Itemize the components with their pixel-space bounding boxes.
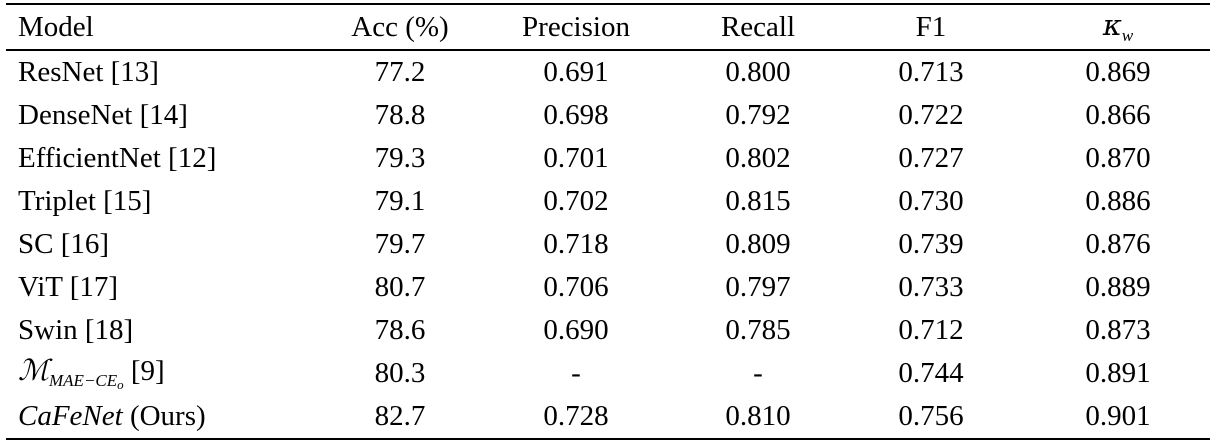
cell-acc: 78.8 <box>374 99 426 131</box>
cell-kappa: 0.901 <box>1085 400 1151 432</box>
cell-kappa: 0.886 <box>1085 185 1151 217</box>
table-row: ResNet [13] 77.2 0.691 0.800 0.713 0.869 <box>6 50 1210 94</box>
cell-precision: 0.702 <box>543 185 609 217</box>
table-row: ViT [17] 80.7 0.706 0.797 0.733 0.889 <box>6 266 1210 309</box>
header-recall: Recall <box>720 10 796 43</box>
cell-recall: 0.815 <box>725 185 791 217</box>
cell-acc: 80.3 <box>374 357 426 389</box>
cell-f1: 0.727 <box>898 142 964 174</box>
cell-model: Triplet [15] <box>18 185 152 217</box>
cell-recall: 0.792 <box>725 99 791 131</box>
cell-precision: 0.706 <box>543 271 609 303</box>
cell-model: EfficientNet [12] <box>18 142 217 174</box>
table-row: ℳMAE−CEo [9] 80.3 - - 0.744 0.891 <box>6 352 1210 395</box>
model-reference: [9] <box>123 355 165 387</box>
cell-recall: 0.809 <box>725 228 791 260</box>
cell-model: ℳMAE−CEo [9] <box>6 352 318 395</box>
cell-precision: 0.701 <box>543 142 609 174</box>
cell-model: DenseNet [14] <box>18 99 188 131</box>
header-row: Model Acc (%) Precision Recall F1 κw <box>6 4 1210 50</box>
model-math-subsubscript: o <box>117 377 124 392</box>
header-f1: F1 <box>915 10 947 43</box>
cell-acc: 82.7 <box>374 400 426 432</box>
cell-acc: 78.6 <box>374 314 426 346</box>
table-row: DenseNet [14] 78.8 0.698 0.792 0.722 0.8… <box>6 94 1210 137</box>
header-acc: Acc (%) <box>351 10 449 43</box>
cell-f1: 0.722 <box>898 99 964 131</box>
cell-precision: - <box>571 357 581 389</box>
cell-recall: 0.797 <box>725 271 791 303</box>
header-model: Model <box>18 10 94 43</box>
cell-acc: 80.7 <box>374 271 426 303</box>
kappa-symbol: κ <box>1102 7 1122 42</box>
header-precision: Precision <box>522 10 630 43</box>
cell-acc: 79.1 <box>374 185 426 217</box>
cell-kappa: 0.870 <box>1085 142 1151 174</box>
cell-f1: 0.712 <box>898 314 964 346</box>
cell-recall: 0.785 <box>725 314 791 346</box>
model-name-italic: CaFeNet <box>18 400 123 432</box>
kappa-subscript: w <box>1121 25 1134 45</box>
cell-recall: 0.802 <box>725 142 791 174</box>
table-row: EfficientNet [12] 79.3 0.701 0.802 0.727… <box>6 137 1210 180</box>
cell-precision: 0.691 <box>543 56 609 88</box>
cell-f1: 0.739 <box>898 228 964 260</box>
cell-model: CaFeNet (Ours) <box>6 395 318 439</box>
cell-kappa: 0.891 <box>1085 357 1151 389</box>
cell-recall: - <box>753 357 763 389</box>
cell-kappa: 0.889 <box>1085 271 1151 303</box>
header-kappa-w: κw <box>1016 4 1210 50</box>
results-table-container: Model Acc (%) Precision Recall F1 κw Res… <box>6 3 1210 440</box>
cell-precision: 0.718 <box>543 228 609 260</box>
cell-f1: 0.733 <box>898 271 964 303</box>
cell-precision: 0.698 <box>543 99 609 131</box>
cell-f1: 0.756 <box>898 400 964 432</box>
results-table: Model Acc (%) Precision Recall F1 κw Res… <box>6 3 1210 440</box>
cell-model: SC [16] <box>18 228 110 260</box>
table-row: SC [16] 79.7 0.718 0.809 0.739 0.876 <box>6 223 1210 266</box>
cell-recall: 0.810 <box>725 400 791 432</box>
table-row: Triplet [15] 79.1 0.702 0.815 0.730 0.88… <box>6 180 1210 223</box>
cell-model: ViT [17] <box>18 271 119 303</box>
table-row: CaFeNet (Ours) 82.7 0.728 0.810 0.756 0.… <box>6 395 1210 439</box>
cell-f1: 0.730 <box>898 185 964 217</box>
model-math-symbol: ℳ <box>18 353 50 387</box>
cell-recall: 0.800 <box>725 56 791 88</box>
cell-precision: 0.690 <box>543 314 609 346</box>
cell-f1: 0.744 <box>898 357 964 389</box>
model-math-subscript: MAE−CE <box>49 371 118 390</box>
cell-kappa: 0.873 <box>1085 314 1151 346</box>
cell-kappa: 0.869 <box>1085 56 1151 88</box>
table-header: Model Acc (%) Precision Recall F1 κw <box>6 4 1210 50</box>
table-body: ResNet [13] 77.2 0.691 0.800 0.713 0.869… <box>6 50 1210 439</box>
table-row: Swin [18] 78.6 0.690 0.785 0.712 0.873 <box>6 309 1210 352</box>
cell-kappa: 0.866 <box>1085 99 1151 131</box>
model-name-suffix: (Ours) <box>122 400 206 432</box>
cell-precision: 0.728 <box>543 400 609 432</box>
cell-f1: 0.713 <box>898 56 964 88</box>
cell-kappa: 0.876 <box>1085 228 1151 260</box>
cell-acc: 79.7 <box>374 228 426 260</box>
cell-acc: 79.3 <box>374 142 426 174</box>
cell-model: Swin [18] <box>18 314 134 346</box>
cell-model: ResNet [13] <box>18 56 159 88</box>
cell-acc: 77.2 <box>374 56 426 88</box>
